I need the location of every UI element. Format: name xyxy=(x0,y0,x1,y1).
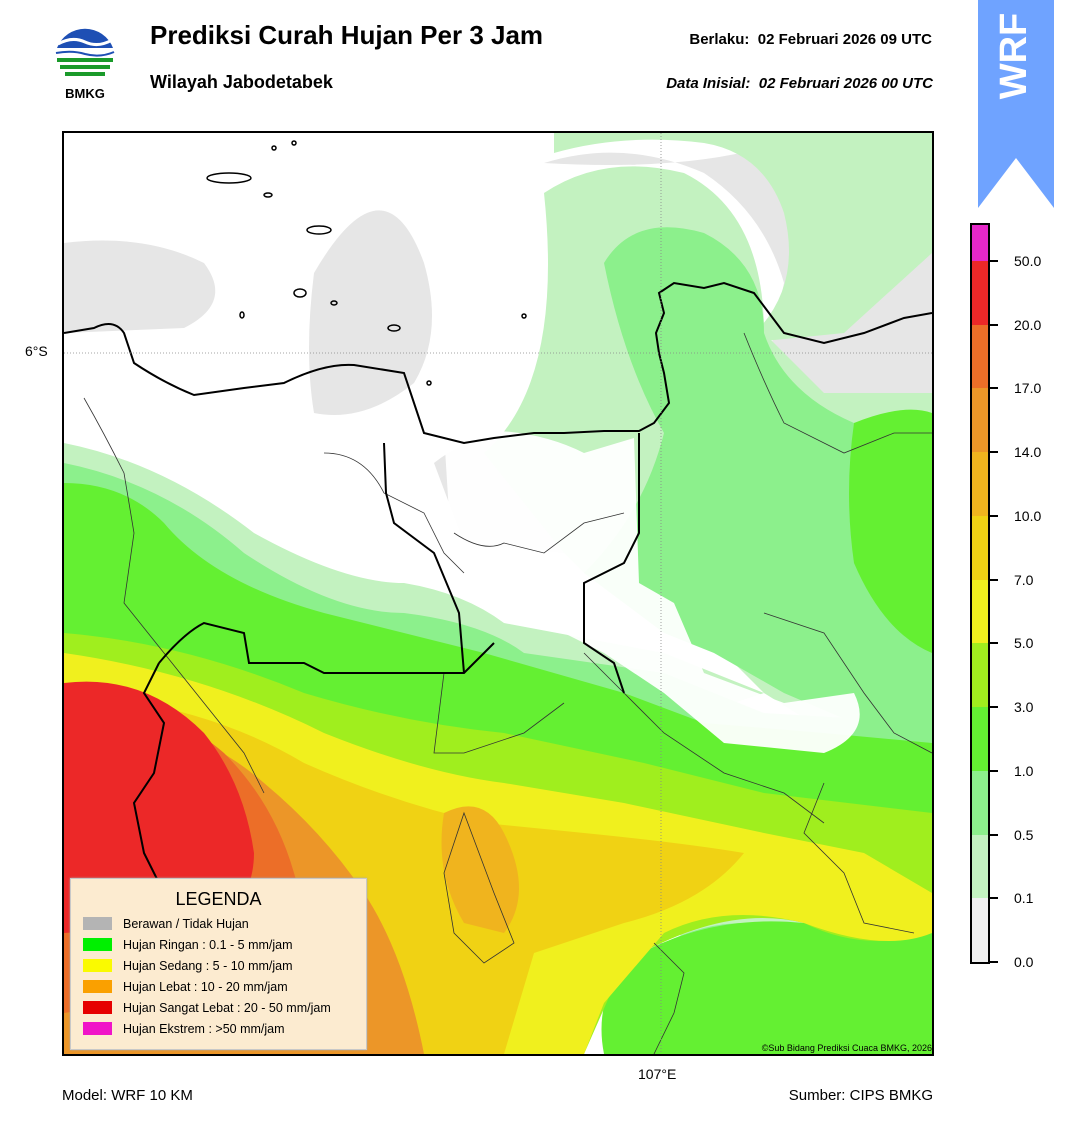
colorbar-tick-label: 3.0 xyxy=(1014,699,1034,716)
colorbar-tick xyxy=(990,706,998,709)
colorbar-segment xyxy=(972,898,988,962)
colorbar-segment xyxy=(972,834,988,899)
legend-title: LEGENDA xyxy=(175,889,262,909)
colorbar-segment xyxy=(972,261,988,325)
page-subtitle: Wilayah Jabodetabek xyxy=(150,72,333,92)
colorbar-tick xyxy=(990,387,998,390)
colorbar-tick-label: 1.0 xyxy=(1014,762,1034,779)
colorbar-tick-label: 0.5 xyxy=(1014,826,1034,843)
valid-value: 02 Februari 2026 09 UTC xyxy=(757,31,932,48)
colorbar-tick xyxy=(990,642,998,645)
colorbar-tick xyxy=(990,833,998,836)
legend-swatch xyxy=(83,1022,112,1035)
colorbar-tick-label: 10.0 xyxy=(1014,507,1042,524)
legend-swatch xyxy=(83,917,112,930)
colorbar-tick-label: 14.0 xyxy=(1014,444,1042,461)
colorbar-tick xyxy=(990,578,998,581)
init-label: Data Inisial: xyxy=(666,75,751,92)
colorbar-segment xyxy=(972,225,988,261)
legend-swatch xyxy=(83,980,112,993)
colorbar-segment xyxy=(972,770,988,835)
colorbar-tick xyxy=(990,514,998,517)
colorbar-tick-label: 0.0 xyxy=(1014,954,1034,970)
bmkg-logo xyxy=(52,20,118,104)
legend-box: LEGENDA Berawan / Tidak Hujan Hujan Ring… xyxy=(70,878,367,1050)
colorbar-segment xyxy=(972,452,988,516)
legend-swatch xyxy=(83,938,112,951)
wrf-banner: WRF xyxy=(978,0,1054,208)
longitude-label: 107°E xyxy=(638,1066,677,1082)
source-info: Sumber: CIPS BMKG xyxy=(788,1087,933,1104)
legend-swatch xyxy=(83,1001,112,1014)
model-info: Model: WRF 10 KM xyxy=(62,1087,193,1104)
colorbar-tick-label: 20.0 xyxy=(1014,316,1042,333)
colorbar-tick-label: 17.0 xyxy=(1014,380,1042,397)
legend-label: Hujan Ekstrem : >50 mm/jam xyxy=(123,1022,285,1036)
init-value: 02 Februari 2026 00 UTC xyxy=(758,75,933,92)
colorbar-tick-label: 7.0 xyxy=(1014,571,1034,588)
wrf-banner-text: WRF xyxy=(993,13,1035,100)
legend-label: Hujan Lebat : 10 - 20 mm/jam xyxy=(123,980,288,994)
valid-label: Berlaku: xyxy=(689,31,750,48)
copyright-text: ©Sub Bidang Prediksi Cuaca BMKG, 2026 xyxy=(761,1043,932,1053)
colorbar-tick xyxy=(990,961,998,963)
init-time: Data Inisial: 02 Februari 2026 00 UTC xyxy=(666,75,933,92)
valid-time: Berlaku: 02 Februari 2026 09 UTC xyxy=(689,31,932,48)
colorbar-segment xyxy=(972,515,988,580)
logo-text: BMKG xyxy=(65,86,105,101)
colorbar-tick-label: 5.0 xyxy=(1014,635,1034,652)
colorbar-segment xyxy=(972,388,988,453)
latitude-label: 6°S xyxy=(25,343,48,359)
legend-swatch xyxy=(83,959,112,972)
colorbar-tick xyxy=(990,323,998,326)
legend-label: Hujan Ringan : 0.1 - 5 mm/jam xyxy=(123,938,293,952)
colorbar-segment xyxy=(972,579,988,644)
legend-label: Hujan Sangat Lebat : 20 - 50 mm/jam xyxy=(123,1001,331,1015)
colorbar-tick xyxy=(990,769,998,772)
colorbar-segment xyxy=(972,324,988,389)
colorbar xyxy=(970,223,990,964)
legend-label: Hujan Sedang : 5 - 10 mm/jam xyxy=(123,959,293,973)
colorbar-segment xyxy=(972,707,988,771)
colorbar-tick xyxy=(990,451,998,454)
colorbar-tick-label: 0.1 xyxy=(1014,890,1034,907)
colorbar-segment xyxy=(972,643,988,708)
colorbar-tick-label: 50.0 xyxy=(1014,253,1042,269)
legend-label: Berawan / Tidak Hujan xyxy=(123,917,249,931)
colorbar-tick xyxy=(990,897,998,900)
page-title: Prediksi Curah Hujan Per 3 Jam xyxy=(150,20,544,50)
colorbar-tick xyxy=(990,260,998,262)
